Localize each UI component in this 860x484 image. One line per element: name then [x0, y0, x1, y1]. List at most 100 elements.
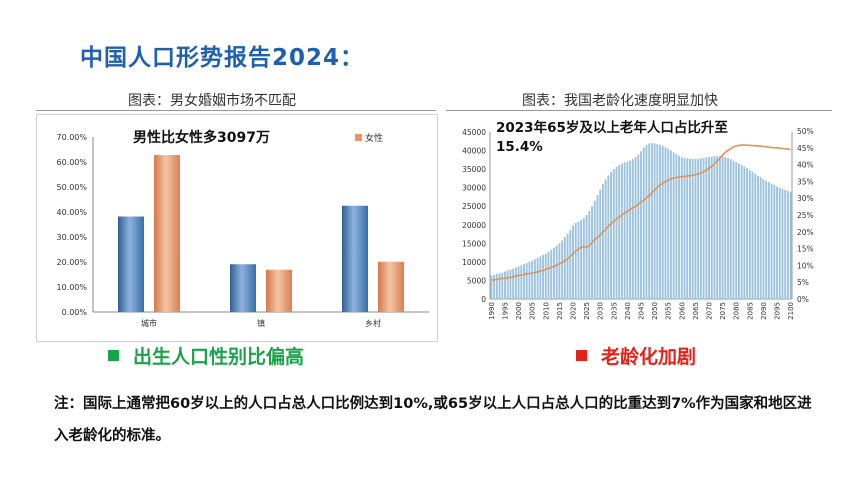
population-bar	[493, 274, 496, 299]
population-bar	[536, 257, 539, 299]
population-bar	[569, 229, 572, 299]
population-bar	[544, 253, 547, 299]
chart-annotation: 男性比女性多3097万	[133, 129, 270, 146]
population-bar	[623, 162, 626, 299]
x-tick-label: 乡村	[365, 318, 381, 328]
x-tick-label: 2095	[774, 302, 782, 320]
ratio-line	[491, 144, 791, 281]
population-bar	[550, 250, 553, 299]
population-bar	[607, 175, 610, 299]
population-bar	[716, 156, 719, 299]
bar-series-2	[266, 269, 292, 312]
left-bottom-label-text: 出生人口性别比偏高	[133, 346, 305, 368]
population-bar	[710, 156, 713, 299]
population-bar	[781, 188, 784, 299]
population-bar	[561, 240, 564, 299]
population-bar	[577, 221, 580, 299]
x-tick-label: 2090	[760, 302, 768, 320]
x-tick-label: 镇	[257, 318, 265, 328]
x-tick-label: 1990	[488, 302, 496, 320]
population-bar	[591, 206, 593, 299]
population-bar	[596, 195, 599, 299]
population-bar	[574, 222, 577, 299]
population-bar	[512, 268, 515, 299]
population-bar	[697, 158, 700, 299]
population-bar	[664, 147, 667, 299]
x-tick-label: 2035	[610, 302, 618, 320]
population-bar	[727, 157, 730, 299]
left-chart-panel: 0.00% 10.00% 20.00% 30.00% 40.00% 50.00% 60.00…	[36, 114, 438, 342]
population-bar	[563, 237, 566, 299]
population-bar	[746, 168, 749, 299]
chart-annotation-line-2: 15.4%	[496, 139, 543, 155]
population-bar	[743, 166, 746, 299]
right-y-tick-label: 45%	[797, 144, 814, 153]
x-tick-label: 1995	[501, 302, 509, 320]
y-tick-label: 30.00%	[56, 233, 87, 242]
population-bar	[626, 161, 629, 299]
population-bar	[689, 158, 691, 299]
population-bar	[640, 151, 642, 299]
population-bar	[759, 177, 762, 299]
x-tick-label: 2010	[542, 302, 550, 320]
x-tick-label: 2055	[665, 302, 673, 320]
left-y-tick-label: 30000	[462, 184, 486, 193]
population-bar	[572, 225, 574, 299]
page-title: 中国人口形势报告2024：	[80, 45, 365, 71]
population-bar	[610, 172, 613, 299]
y-tick-label: 60.00%	[56, 158, 87, 167]
right-y-tick-label: 0%	[797, 295, 809, 304]
population-bar	[552, 247, 555, 299]
right-aging-chart: 0 5000 10000 15000 20000 25000 30000 35000 40000…	[462, 119, 814, 320]
population-bar	[778, 187, 781, 299]
population-bar	[686, 158, 689, 299]
x-tick-label: 2070	[706, 302, 714, 320]
population-bar	[705, 157, 708, 299]
population-bar	[762, 179, 765, 299]
left-y-tick-label: 40000	[462, 147, 486, 156]
x-tick-label: 2060	[678, 302, 686, 320]
population-bar	[533, 259, 536, 299]
x-tick-label: 2085	[746, 302, 754, 320]
population-bar	[667, 148, 670, 299]
population-bar	[558, 243, 561, 299]
population-bar	[732, 160, 735, 299]
y-tick-label: 20.00%	[56, 258, 87, 267]
right-bottom-label: 老龄化加剧	[576, 342, 696, 369]
population-bar	[566, 233, 569, 299]
population-bar	[631, 159, 634, 299]
population-bar	[637, 154, 640, 299]
population-bar	[765, 180, 768, 299]
right-y-tick-label: 10%	[797, 261, 814, 270]
legend-label-female: 女性	[365, 132, 383, 144]
x-tick-label: 2015	[556, 302, 564, 320]
population-bar	[699, 158, 702, 299]
population-bar	[504, 271, 506, 299]
left-y-tick-label: 25000	[462, 202, 486, 211]
left-caption-divider	[36, 110, 436, 111]
x-tick-label: 2020	[569, 302, 577, 320]
y-tick-label: 40.00%	[56, 208, 87, 217]
population-bar	[786, 191, 789, 299]
population-bar	[678, 155, 681, 299]
population-bar	[776, 186, 778, 299]
right-y-tick-label: 30%	[797, 194, 814, 203]
x-tick-label: 2030	[597, 302, 605, 320]
population-bar	[498, 273, 501, 299]
y-tick-label: 50.00%	[56, 183, 87, 192]
population-bar	[773, 185, 776, 299]
population-bar	[718, 156, 721, 299]
population-bar	[784, 189, 787, 299]
population-bar	[656, 144, 659, 299]
population-bar	[653, 143, 656, 299]
population-bar	[721, 156, 724, 299]
population-bar	[648, 143, 651, 299]
x-tick-label: 2075	[719, 302, 727, 320]
x-tick-label: 2045	[638, 302, 646, 320]
bar-series-1	[342, 205, 368, 312]
left-y-tick-label: 35000	[462, 165, 486, 174]
population-bar	[675, 154, 678, 299]
population-bar	[680, 157, 683, 299]
population-bar	[729, 159, 732, 299]
population-bar	[659, 144, 661, 299]
